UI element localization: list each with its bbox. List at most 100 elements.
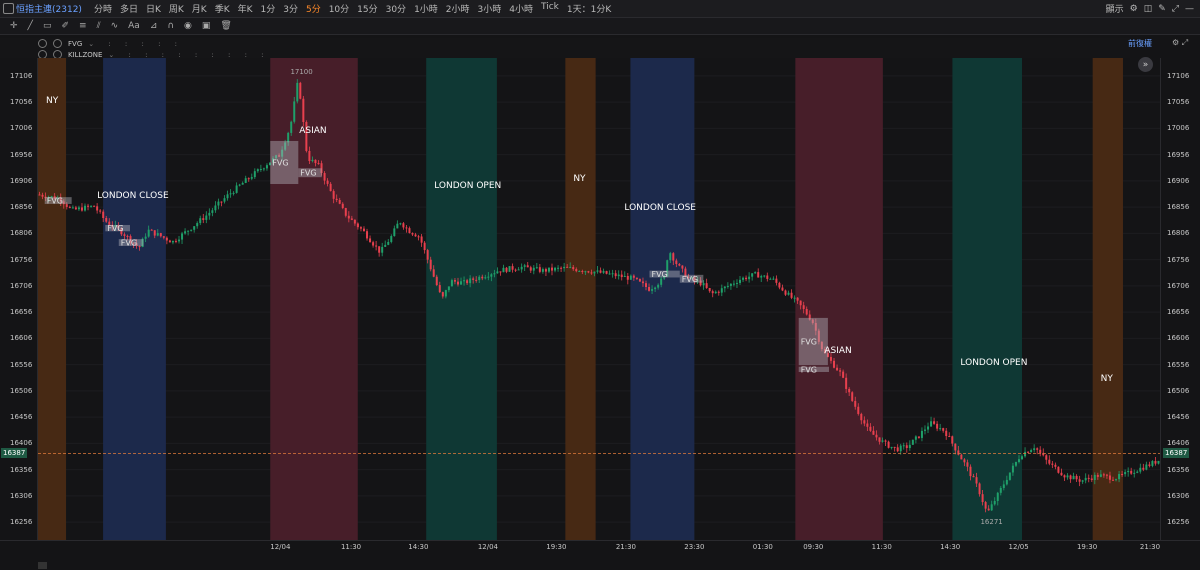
timeframe-tab[interactable]: 1分 — [260, 5, 276, 15]
price-adjust-toggle[interactable]: 前復權 — [1128, 39, 1152, 48]
timeframe-tab[interactable]: 月K — [191, 5, 207, 15]
timeframe-tab[interactable]: 3小時 — [477, 5, 502, 15]
candle-body — [47, 196, 50, 199]
candle-body — [911, 439, 914, 445]
timeframe-tab[interactable]: 分時 — [93, 5, 112, 15]
timeframe-tab[interactable]: 4小時 — [509, 5, 533, 15]
wave-tool-icon[interactable]: ∿ — [110, 21, 119, 31]
left-price-axis[interactable] — [0, 58, 38, 540]
time-axis[interactable] — [0, 540, 1200, 570]
price-tick-label: 16356 — [10, 465, 33, 474]
candle-body — [605, 271, 608, 274]
candle-body — [784, 290, 787, 295]
ruler-icon[interactable]: ⊿ — [149, 21, 158, 31]
candle-body — [681, 265, 684, 269]
timeframe-tab[interactable]: 年K — [237, 5, 253, 15]
candle-body — [942, 428, 945, 431]
killzone-london_open — [426, 58, 497, 540]
lock-icon[interactable]: ▣ — [201, 21, 211, 31]
timeframe-tab[interactable]: 15分 — [357, 5, 378, 15]
pen-tool-icon[interactable]: ✐ — [61, 21, 70, 31]
candle-body — [138, 246, 141, 248]
candle-body — [411, 233, 414, 235]
crosshair-icon[interactable]: ✛ — [10, 21, 18, 31]
candle-body — [760, 276, 763, 278]
candle-body — [1124, 472, 1127, 475]
timeframe-tab[interactable]: 10分 — [328, 5, 350, 15]
timeframe-tab[interactable]: 周K — [168, 5, 184, 15]
candle-body — [80, 207, 83, 211]
panel-settings-icon[interactable]: ⚙ ⤢ — [1172, 38, 1189, 47]
right-price-axis[interactable] — [1160, 58, 1200, 540]
timeframe-tab[interactable]: 1小時 — [414, 5, 438, 15]
candle-body — [611, 273, 614, 275]
maximize-icon[interactable]: ⤢ — [1171, 3, 1179, 14]
candle-body — [87, 205, 90, 207]
candle-body — [1078, 479, 1081, 482]
candle-body — [678, 264, 681, 266]
candle-body — [769, 278, 772, 280]
indicator-settings-icon[interactable] — [53, 39, 62, 48]
fvg-label: FVG — [682, 275, 698, 284]
price-tick-label: 16606 — [10, 334, 33, 343]
fib-tool-icon[interactable]: ≡ — [79, 21, 87, 31]
timeframe-tab[interactable]: 日K — [145, 5, 161, 15]
minimize-icon[interactable]: — — [1185, 3, 1194, 14]
candle-body — [520, 266, 523, 270]
pencil-icon[interactable]: ✎ — [1158, 3, 1166, 14]
trash-icon[interactable]: 🗑 — [220, 21, 232, 31]
candlestick-chart[interactable]: FVG FVG FVG FVG FVG FVG FVG FVG FVG NY LONDON CLOS… — [38, 58, 1160, 540]
timeframe-tab[interactable]: 1天：1分K — [566, 5, 612, 15]
price-tick-label: 16656 — [1167, 308, 1190, 317]
candle-body — [205, 215, 208, 220]
candle-body — [259, 169, 262, 171]
candle-body — [723, 286, 726, 289]
candle-body — [74, 207, 77, 210]
candle-body — [829, 356, 832, 361]
time-tick-label: 11:30 — [871, 543, 892, 551]
candle-body — [720, 288, 723, 293]
candle-body — [796, 297, 799, 301]
instrument-title[interactable]: 恒指主連(2312) — [16, 5, 82, 15]
candle-body — [669, 253, 672, 261]
text-tool-icon[interactable]: Aa — [128, 21, 140, 31]
candle-body — [666, 260, 669, 277]
candle-body — [620, 274, 623, 278]
candle-body — [426, 250, 429, 260]
settings-icon[interactable]: ⚙ — [1129, 3, 1138, 14]
price-tick-label: 16456 — [10, 413, 33, 422]
candle-body — [499, 271, 502, 273]
timeframe-tab[interactable]: 2小時 — [445, 5, 470, 15]
eye-icon[interactable]: ◉ — [183, 21, 192, 31]
candle-body — [917, 436, 920, 438]
line-tool-icon[interactable]: ╱ — [27, 21, 33, 31]
price-tick-label: 16406 — [1167, 439, 1190, 448]
rect-tool-icon[interactable]: ▭ — [42, 21, 52, 31]
indicator-row-fvg[interactable]: FVG ⌄ : : : : : — [0, 38, 1130, 49]
timeframe-tab[interactable]: 多日 — [119, 5, 138, 15]
scroll-handle[interactable] — [38, 562, 47, 569]
timeframe-tab[interactable]: 3分 — [283, 5, 298, 15]
timeframe-tab[interactable]: Tick — [541, 2, 559, 12]
price-tick-label: 16756 — [10, 255, 33, 264]
timeframe-tab[interactable]: 30分 — [385, 5, 407, 15]
candle-body — [135, 243, 138, 247]
candle-body — [866, 423, 869, 427]
candle-body — [535, 267, 538, 269]
candle-body — [296, 82, 299, 102]
magnet-icon[interactable]: ∩ — [167, 21, 174, 31]
candle-body — [945, 430, 948, 437]
candle-body — [857, 406, 860, 414]
camera-icon[interactable]: ◫ — [1143, 3, 1153, 14]
timeframe-tab[interactable]: 季K — [214, 5, 230, 15]
candle-body — [729, 283, 732, 286]
display-menu[interactable]: 顯示 — [1105, 5, 1124, 15]
candle-body — [863, 420, 866, 424]
candle-body — [990, 504, 993, 511]
channel-tool-icon[interactable]: ⫽ — [96, 21, 101, 31]
candle-body — [247, 178, 250, 180]
expand-panel-icon[interactable]: » — [1138, 57, 1153, 72]
indicator-eye-icon[interactable] — [38, 39, 47, 48]
price-tick-label: 17056 — [1167, 98, 1190, 107]
timeframe-tab[interactable]: 5分 — [305, 5, 321, 15]
